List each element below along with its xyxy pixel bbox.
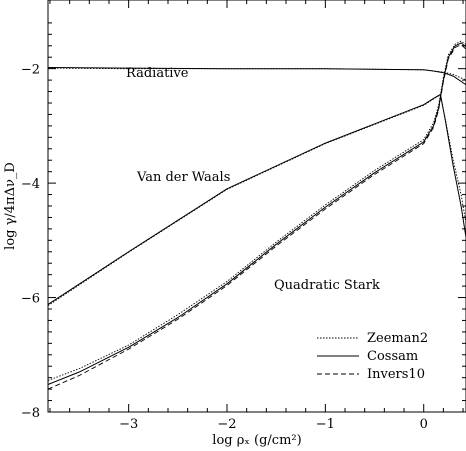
- y-tick-label: −2: [21, 63, 40, 78]
- series-radiative-dotted: [47, 67, 466, 81]
- y-tick-label: −4: [21, 177, 40, 192]
- legend-label-zeeman2: Zeeman2: [367, 331, 428, 346]
- x-tick-label: −3: [119, 417, 138, 432]
- series-quadratic-stark-solid: [47, 42, 466, 385]
- series-quadratic-stark-dotted: [47, 40, 466, 381]
- series-quadratic-stark-dashed: [47, 44, 466, 390]
- curves-layer: [47, 40, 466, 390]
- x-tick-label: −1: [316, 417, 335, 432]
- x-axis-label: log ρₓ (g/cm²): [212, 433, 301, 448]
- legend-label-invers10: Invers10: [367, 367, 425, 382]
- ticks-layer: [48, 0, 466, 413]
- y-tick-label: −8: [21, 406, 40, 421]
- annotation-van-der-waals: Van der Waals: [136, 170, 230, 185]
- legend-label-cossam: Cossam: [367, 349, 418, 364]
- y-tick-label: −6: [21, 292, 40, 307]
- y-axis-label: log γ/4πΔν_D: [3, 162, 18, 250]
- legend: Zeeman2 Cossam Invers10: [317, 331, 428, 382]
- series-radiative-solid: [47, 67, 466, 86]
- series-van-der-waals-dotted: [47, 94, 466, 306]
- tick-labels-layer: −3 −2 −1 0 −8 −6 −4 −2: [21, 63, 428, 432]
- series-van-der-waals-solid: [47, 93, 466, 305]
- annotation-quadratic-stark: Quadratic Stark: [274, 278, 380, 293]
- x-tick-label: 0: [420, 417, 428, 432]
- annotation-radiative: Radiative: [126, 66, 189, 81]
- x-tick-label: −2: [217, 417, 236, 432]
